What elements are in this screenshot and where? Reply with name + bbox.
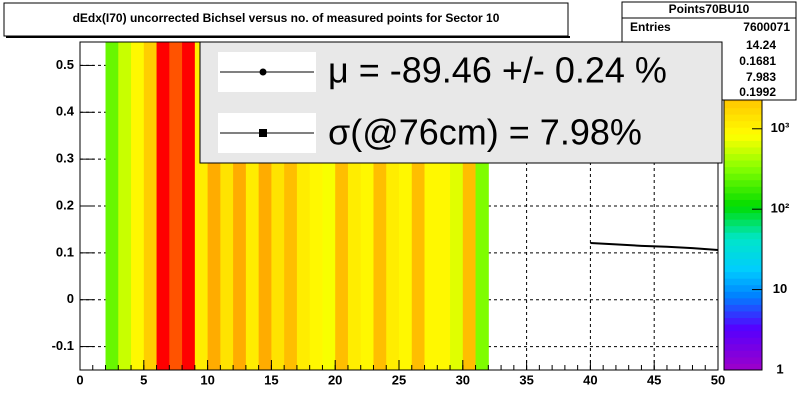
colorbar-tick-label: 1 xyxy=(776,361,783,376)
stats-value: 7600071 xyxy=(743,20,790,34)
heatmap-cell xyxy=(105,42,119,370)
stats-value: 7.983 xyxy=(746,70,776,84)
colorbar-step xyxy=(724,284,762,292)
colorbar-step xyxy=(724,297,762,305)
heatmap-cell xyxy=(118,42,132,370)
colorbar-step xyxy=(724,160,762,168)
y-tick-label: 0.1 xyxy=(56,244,74,259)
colorbar-step xyxy=(724,363,762,371)
stats-value: 0.1992 xyxy=(739,85,776,99)
colorbar-step xyxy=(724,114,762,122)
colorbar-step xyxy=(724,350,762,358)
colorbar-step xyxy=(724,127,762,135)
colorbar-step xyxy=(724,245,762,253)
heatmap-cell xyxy=(143,42,158,370)
colorbar-step xyxy=(724,146,762,155)
x-tick-label: 0 xyxy=(76,372,83,387)
colorbar-step xyxy=(724,101,762,109)
stats-value: 14.24 xyxy=(746,38,776,52)
colorbar-step xyxy=(724,310,762,319)
colorbar-step xyxy=(724,356,762,364)
colorbar-step xyxy=(724,232,762,240)
colorbar-tick-label: 10³ xyxy=(771,120,790,135)
legend-marker xyxy=(259,129,267,137)
colorbar-step xyxy=(724,179,762,187)
colorbar-tick-label: 10² xyxy=(771,201,790,216)
colorbar-step xyxy=(724,120,762,128)
colorbar-step xyxy=(724,265,762,273)
colorbar-step xyxy=(724,173,762,181)
colorbar-step xyxy=(724,219,762,227)
colorbar-step xyxy=(724,317,762,325)
colorbar-step xyxy=(724,304,762,312)
x-tick-label: 30 xyxy=(456,372,470,387)
colorbar-step xyxy=(724,166,762,174)
y-tick-label: -0.1 xyxy=(52,338,74,353)
title-shadow xyxy=(6,36,570,38)
x-tick-label: 10 xyxy=(200,372,214,387)
legend-label: μ = -89.46 +/- 0.24 % xyxy=(328,50,667,91)
colorbar-step xyxy=(724,251,762,259)
x-tick-label: 15 xyxy=(264,372,278,387)
colorbar-step xyxy=(724,153,762,161)
colorbar-step xyxy=(724,271,762,279)
y-tick-label: 0.4 xyxy=(56,104,75,119)
stats-title: Points70BU10 xyxy=(669,2,750,16)
colorbar-step xyxy=(724,324,762,332)
colorbar-step xyxy=(724,291,762,299)
colorbar-step xyxy=(724,337,762,345)
x-tick-label: 20 xyxy=(328,372,342,387)
colorbar-step xyxy=(724,225,762,233)
colorbar-step xyxy=(724,133,762,141)
heatmap-cell xyxy=(131,42,145,370)
x-tick-label: 5 xyxy=(140,372,147,387)
data-line xyxy=(590,242,719,252)
colorbar-step xyxy=(724,343,762,351)
y-tick-label: 0.3 xyxy=(56,151,74,166)
heatmap-cell xyxy=(169,42,183,370)
x-tick-label: 50 xyxy=(711,372,725,387)
stats-value: 0.1681 xyxy=(739,54,776,68)
heatmap-cell xyxy=(156,42,170,370)
x-tick-label: 35 xyxy=(519,372,533,387)
colorbar-step xyxy=(724,212,762,220)
colorbar-step xyxy=(724,107,762,115)
legend-label: σ(@76cm) = 7.98% xyxy=(328,112,642,153)
x-tick-label: 40 xyxy=(583,372,597,387)
stats-label: Entries xyxy=(630,20,671,34)
colorbar-step xyxy=(724,238,762,246)
heatmap-cell xyxy=(182,42,196,370)
colorbar-step xyxy=(724,199,762,207)
x-tick-label: 25 xyxy=(392,372,406,387)
colorbar-step xyxy=(724,186,762,194)
legend-marker xyxy=(259,68,267,76)
title-box xyxy=(3,2,569,37)
colorbar-step xyxy=(724,278,762,286)
colorbar-step xyxy=(724,258,762,266)
y-tick-label: 0.5 xyxy=(56,57,74,72)
chart-title: dEdx(I70) uncorrected Bichsel versus no.… xyxy=(73,11,500,25)
colorbar-step xyxy=(724,140,762,148)
x-tick-label: 45 xyxy=(647,372,661,387)
y-tick-label: 0.2 xyxy=(56,197,74,212)
colorbar-step xyxy=(724,206,762,214)
colorbar-step xyxy=(724,192,762,200)
y-tick-label: 0 xyxy=(67,291,74,306)
colorbar-step xyxy=(724,330,762,338)
colorbar-tick-label: 10 xyxy=(773,281,787,296)
